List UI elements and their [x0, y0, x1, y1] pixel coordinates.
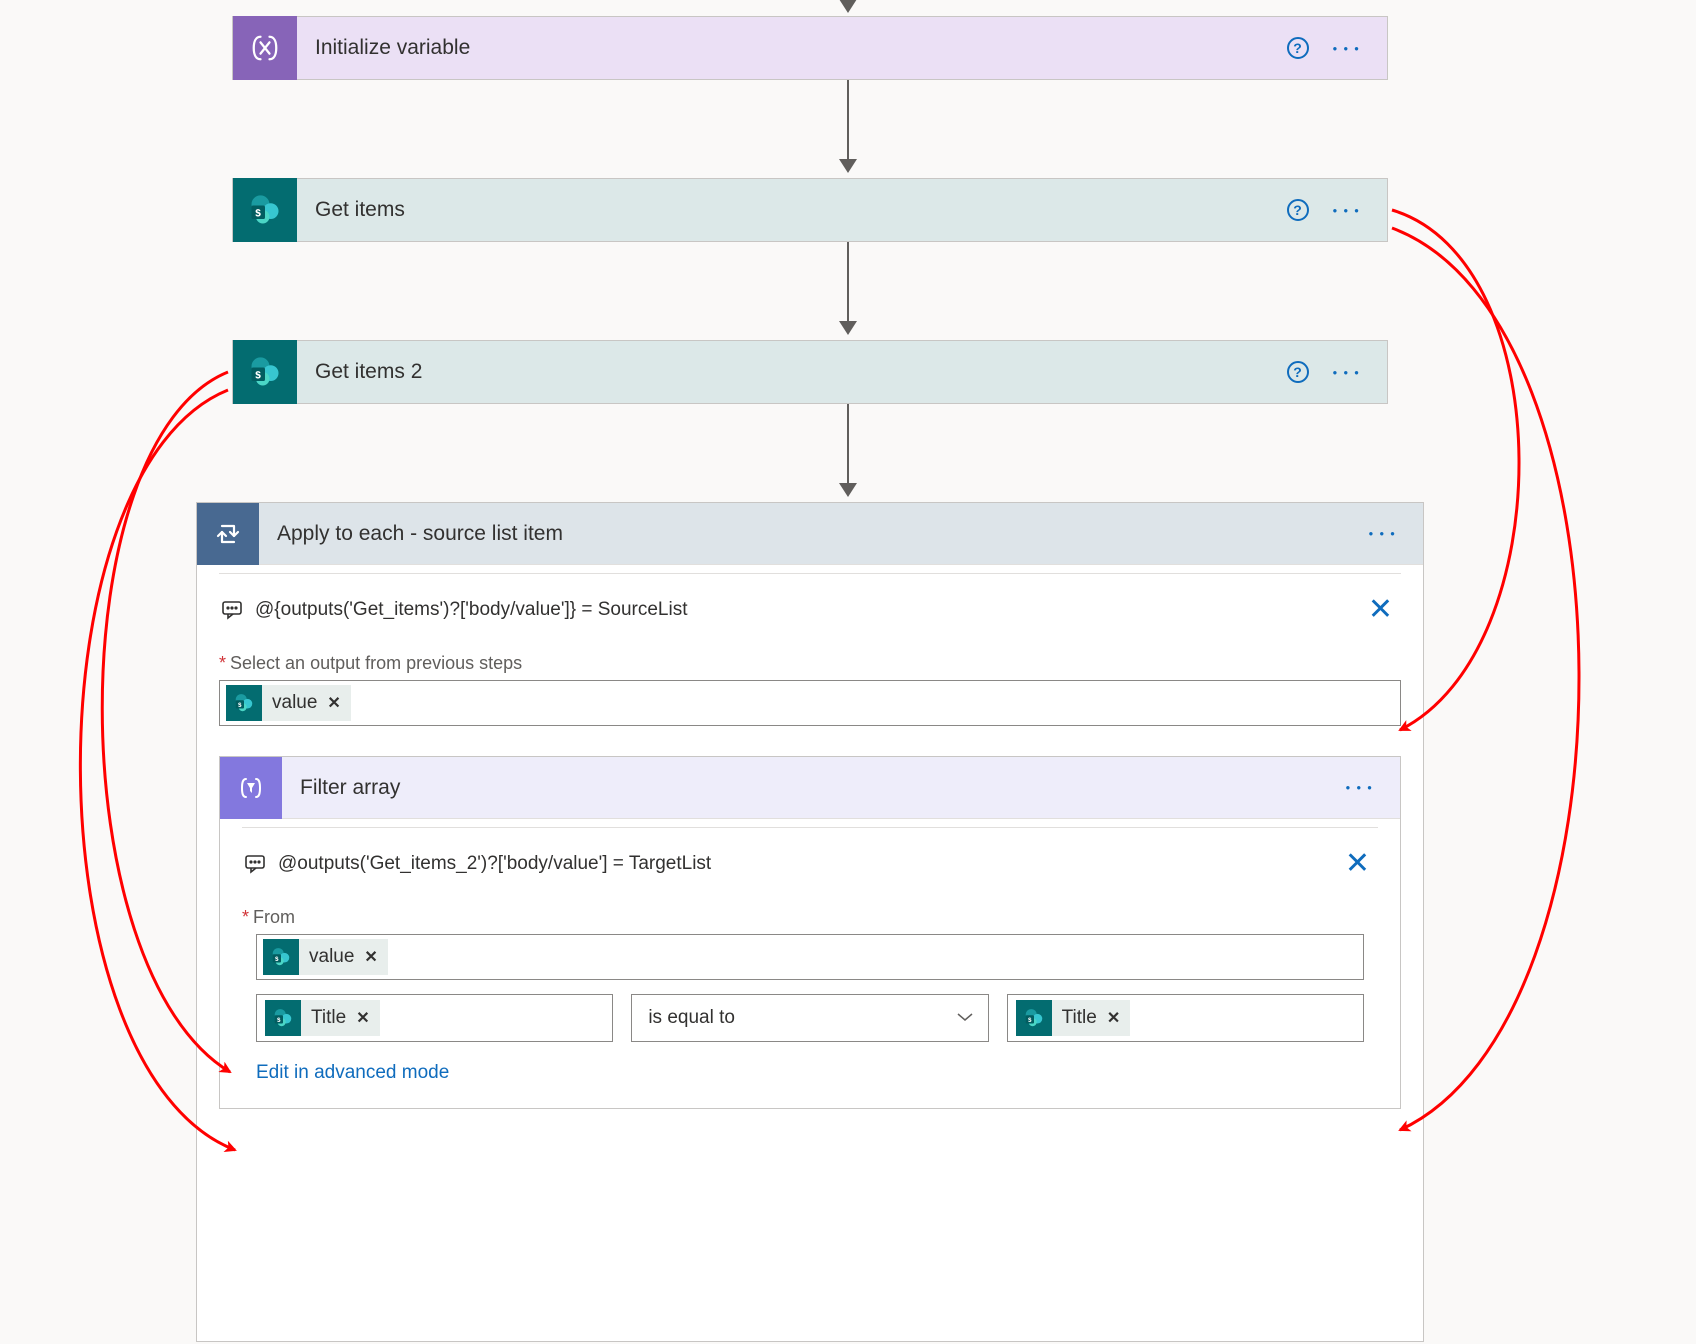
chevron-down-icon: [956, 1007, 974, 1029]
connector-arrow: [847, 404, 849, 497]
select-output-label: *Select an output from previous steps: [197, 637, 1423, 680]
edit-advanced-mode-link[interactable]: Edit in advanced mode: [256, 1062, 449, 1083]
step-title: Get items 2: [297, 360, 1287, 384]
comment-row: @outputs('Get_items_2')?['body/value'] =…: [220, 828, 1400, 891]
connector-arrow: [847, 0, 849, 13]
sharepoint-icon: [233, 340, 297, 404]
connector-arrow: [847, 80, 849, 173]
token-label: Title: [311, 1007, 346, 1029]
token-title[interactable]: Title ✕: [265, 1000, 380, 1036]
remove-token-icon[interactable]: ✕: [364, 947, 377, 967]
operator-value: is equal to: [640, 1007, 735, 1029]
apply-to-each-header[interactable]: Apply to each - source list item ●●●: [197, 503, 1423, 565]
more-icon[interactable]: ●●●: [1333, 368, 1366, 377]
more-icon[interactable]: ●●●: [1346, 783, 1379, 792]
sharepoint-icon: [226, 685, 262, 721]
condition-right-input[interactable]: Title ✕: [1007, 994, 1364, 1042]
condition-row: Title ✕ is equal to: [220, 980, 1400, 1050]
panel-title: Filter array: [282, 776, 1346, 800]
remove-token-icon[interactable]: ✕: [1107, 1008, 1120, 1028]
loop-icon: [197, 503, 259, 565]
help-icon[interactable]: ?: [1287, 37, 1309, 59]
panel-title: Apply to each - source list item: [259, 522, 1369, 546]
flow-canvas: Initialize variable ? ●●● Get items ? ●●…: [0, 0, 1696, 1344]
step-get-items[interactable]: Get items ? ●●●: [232, 178, 1388, 242]
token-label: value: [272, 692, 317, 714]
token-value[interactable]: value ✕: [263, 939, 388, 975]
connector-arrow: [847, 242, 849, 335]
token-title[interactable]: Title ✕: [1016, 1000, 1131, 1036]
remove-token-icon[interactable]: ✕: [327, 693, 340, 713]
condition-left-input[interactable]: Title ✕: [256, 994, 613, 1042]
token-label: Title: [1062, 1007, 1097, 1029]
comment-row: @{outputs('Get_items')?['body/value']} =…: [197, 574, 1423, 637]
variable-icon: [233, 16, 297, 80]
condition-operator-select[interactable]: is equal to: [631, 994, 988, 1042]
apply-to-each-panel: Apply to each - source list item ●●● @{o…: [196, 502, 1424, 1342]
filter-array-header[interactable]: Filter array ●●●: [220, 757, 1400, 819]
from-input[interactable]: value ✕: [256, 934, 1364, 980]
sharepoint-icon: [265, 1000, 301, 1036]
select-output-input[interactable]: value ✕: [219, 680, 1401, 726]
token-value[interactable]: value ✕: [226, 685, 351, 721]
step-get-items-2[interactable]: Get items 2 ? ●●●: [232, 340, 1388, 404]
sharepoint-icon: [1016, 1000, 1052, 1036]
filter-icon: [220, 757, 282, 819]
help-icon[interactable]: ?: [1287, 361, 1309, 383]
comment-text: @{outputs('Get_items')?['body/value']} =…: [255, 599, 1360, 621]
sharepoint-icon: [263, 939, 299, 975]
filter-array-card: Filter array ●●● @outputs('Get_items: [219, 756, 1401, 1109]
step-title: Initialize variable: [297, 36, 1287, 60]
more-icon[interactable]: ●●●: [1369, 529, 1402, 538]
remove-token-icon[interactable]: ✕: [356, 1008, 369, 1028]
comment-icon: [219, 598, 245, 622]
token-label: value: [309, 946, 354, 968]
help-icon[interactable]: ?: [1287, 199, 1309, 221]
more-icon[interactable]: ●●●: [1333, 44, 1366, 53]
sharepoint-icon: [233, 178, 297, 242]
step-initialize-variable[interactable]: Initialize variable ? ●●●: [232, 16, 1388, 80]
comment-icon: [242, 852, 268, 876]
from-label: *From: [220, 891, 1400, 934]
close-comment-icon[interactable]: ✕: [1360, 592, 1401, 627]
close-comment-icon[interactable]: ✕: [1337, 846, 1378, 881]
more-icon[interactable]: ●●●: [1333, 206, 1366, 215]
comment-text: @outputs('Get_items_2')?['body/value'] =…: [278, 853, 1337, 875]
step-title: Get items: [297, 198, 1287, 222]
